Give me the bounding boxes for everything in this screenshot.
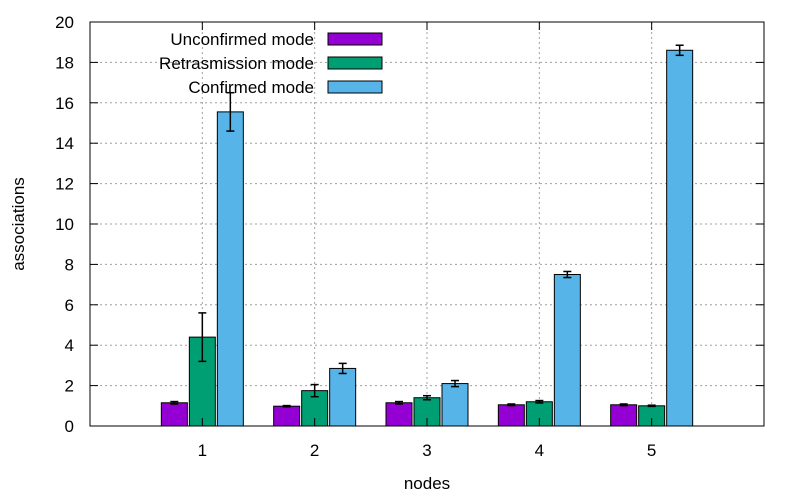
y-tick-label: 10 xyxy=(55,215,74,234)
axis-labels: nodes associations xyxy=(9,177,450,493)
bar xyxy=(497,404,525,427)
bar xyxy=(216,111,244,427)
x-tick-label: 3 xyxy=(422,441,431,460)
legend-swatch xyxy=(327,32,383,46)
y-tick-label: 0 xyxy=(65,417,74,436)
y-axis-label: associations xyxy=(9,177,28,271)
legend-label: Retrasmission mode xyxy=(159,54,314,73)
x-tick-label: 1 xyxy=(198,441,207,460)
y-tick-label: 4 xyxy=(65,336,74,355)
bars xyxy=(160,44,694,427)
bar xyxy=(385,402,413,427)
y-tick-label: 14 xyxy=(55,134,74,153)
x-tick-label: 4 xyxy=(535,441,544,460)
y-tick-label: 16 xyxy=(55,94,74,113)
legend-label: Confirmed mode xyxy=(188,78,314,97)
bar xyxy=(329,367,357,427)
y-tick-label: 2 xyxy=(65,377,74,396)
x-tick-label: 5 xyxy=(647,441,656,460)
grid xyxy=(90,22,764,426)
legend-swatch xyxy=(327,80,383,94)
x-tick-label: 2 xyxy=(310,441,319,460)
bar xyxy=(610,404,638,427)
y-tick-label: 6 xyxy=(65,296,74,315)
bar xyxy=(160,402,188,427)
bar xyxy=(666,49,694,427)
legend-swatch xyxy=(327,56,383,70)
y-tick-label: 8 xyxy=(65,255,74,274)
y-tick-label: 20 xyxy=(55,13,74,32)
x-axis-label: nodes xyxy=(404,474,450,493)
legend-label: Unconfirmed mode xyxy=(170,30,314,49)
legend: Unconfirmed mode Retrasmission mode Confir… xyxy=(159,30,383,97)
bar xyxy=(441,383,469,427)
y-tick-label: 12 xyxy=(55,175,74,194)
y-tick-label: 18 xyxy=(55,53,74,72)
bar xyxy=(553,274,581,427)
bar xyxy=(273,405,301,427)
